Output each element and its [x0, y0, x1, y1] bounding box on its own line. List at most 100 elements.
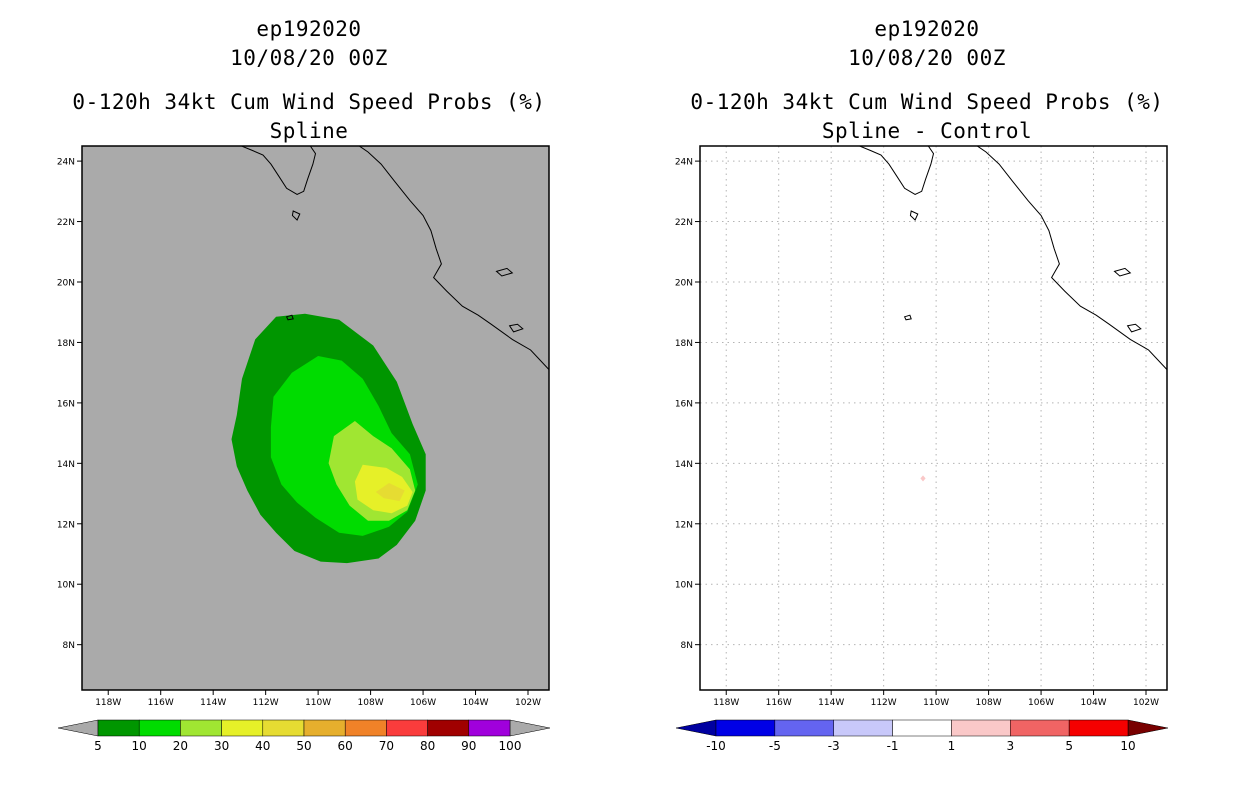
x-tick-label: 110W	[305, 698, 331, 708]
panel-title-storm-id: ep192020	[874, 17, 980, 41]
x-tick-label: 112W	[253, 698, 279, 708]
x-tick-label: 118W	[713, 698, 739, 708]
x-tick-label: 116W	[766, 698, 792, 708]
y-tick-label: 18N	[57, 339, 75, 349]
x-tick-label: 114W	[818, 698, 844, 708]
colorbar-label: -10	[706, 739, 726, 753]
left-panel: ep192020 10/08/20 00Z 0-120h 34kt Cum Wi…	[57, 17, 551, 753]
colorbar-swatch	[138, 719, 181, 737]
colorbar-swatch	[1068, 719, 1129, 737]
colorbar-swatch	[303, 719, 346, 737]
y-tick-label: 20N	[675, 279, 693, 289]
y-tick-label: 22N	[675, 218, 693, 228]
colorbar-label: 5	[1065, 739, 1073, 753]
panel-title-date: 10/08/20 00Z	[848, 46, 1006, 70]
coastline-mainland	[358, 146, 549, 370]
colorbar-low-arrow	[57, 719, 99, 737]
right-panel: ep192020 10/08/20 00Z 0-120h 34kt Cum Wi…	[618, 0, 1236, 800]
colorbar-high-arrow	[509, 719, 551, 737]
plot-area	[231, 146, 549, 564]
colorbar-label: 10	[132, 739, 147, 753]
colorbar-swatch	[344, 719, 387, 737]
colorbar-label: 5	[94, 739, 102, 753]
coastline-baja	[240, 146, 317, 195]
x-tick-label: 106W	[1028, 698, 1054, 708]
y-tick-label: 8N	[63, 641, 75, 651]
x-tick-label: 106W	[410, 698, 436, 708]
colorbar-swatch	[833, 719, 893, 737]
colorbar-swatch	[951, 719, 1011, 737]
x-tick-label: 116W	[148, 698, 174, 708]
panel-title-product: 0-120h 34kt Cum Wind Speed Probs (%)	[72, 90, 546, 114]
plot-frame	[81, 145, 550, 691]
island	[903, 314, 912, 321]
colorbar-label: 40	[255, 739, 270, 753]
colorbar-label: -1	[887, 739, 899, 753]
island	[291, 210, 301, 221]
colorbar-swatch	[715, 719, 776, 737]
x-tick-label: 102W	[1133, 698, 1159, 708]
y-tick-label: 10N	[57, 581, 75, 591]
colorbar-low-arrow	[675, 719, 717, 737]
colorbar-swatch	[180, 719, 222, 737]
panel-title-method: Spline	[269, 119, 349, 143]
x-tick-label: 108W	[976, 698, 1002, 708]
colorbar-swatch	[774, 719, 834, 737]
panel-title-method: Spline - Control	[821, 119, 1033, 143]
island	[508, 323, 524, 333]
y-tick-label: 12N	[57, 520, 75, 530]
x-tick-label: 110W	[923, 698, 949, 708]
colorbar-swatch	[427, 719, 470, 737]
y-tick-label: 16N	[675, 399, 693, 409]
colorbar-high-arrow	[1127, 719, 1169, 737]
plot-background	[700, 146, 1167, 690]
y-tick-label: 14N	[57, 460, 75, 470]
x-tick-label: 112W	[871, 698, 897, 708]
colorbar-label: 60	[338, 739, 353, 753]
y-tick-label: 22N	[57, 218, 75, 228]
coastline-baja	[858, 146, 935, 195]
island	[909, 210, 919, 221]
x-tick-label: 104W	[463, 698, 489, 708]
panel-title-product: 0-120h 34kt Cum Wind Speed Probs (%)	[690, 90, 1164, 114]
colorbar-swatch	[97, 719, 140, 737]
panel-title-date: 10/08/20 00Z	[230, 46, 388, 70]
coastline-mainland	[976, 146, 1167, 370]
y-tick-label: 16N	[57, 399, 75, 409]
colorbar-swatch	[221, 719, 264, 737]
colorbar-label: 10	[1120, 739, 1135, 753]
y-tick-label: 24N	[57, 158, 75, 168]
y-tick-label: 10N	[675, 581, 693, 591]
island	[285, 314, 294, 321]
colorbar-label: 3	[1006, 739, 1014, 753]
colorbar-label: 90	[461, 739, 476, 753]
colorbar-label: -3	[828, 739, 840, 753]
contour-40	[375, 483, 405, 502]
colorbar-swatch	[468, 719, 511, 737]
contour-1	[920, 475, 926, 482]
island	[495, 267, 514, 277]
wind-probability-map: 24N 22N 20N 18N 16N 14N 12N 10N 8N 118W 116W 114W 11…	[57, 145, 551, 753]
x-tick-label: 114W	[200, 698, 226, 708]
colorbar-label: 80	[420, 739, 435, 753]
colorbar-label: 30	[214, 739, 229, 753]
colorbar-label: 20	[173, 739, 188, 753]
colorbar-swatch	[262, 719, 305, 737]
x-tick-label: 104W	[1081, 698, 1107, 708]
y-tick-label: 14N	[675, 460, 693, 470]
y-tick-label: 18N	[675, 339, 693, 349]
island	[1113, 267, 1132, 277]
panel-title-storm-id: ep192020	[256, 17, 362, 41]
plot-frame	[699, 145, 1168, 691]
y-tick-label: 12N	[675, 520, 693, 530]
colorbar-swatch	[892, 719, 952, 737]
colorbar-label: 50	[296, 739, 311, 753]
colorbar-label: 1	[948, 739, 956, 753]
x-tick-label: 108W	[358, 698, 384, 708]
x-tick-label: 118W	[95, 698, 121, 708]
colorbar-label: 100	[499, 739, 522, 753]
y-tick-label: 24N	[675, 158, 693, 168]
plot-area	[700, 146, 1167, 690]
x-tick-label: 102W	[515, 698, 541, 708]
